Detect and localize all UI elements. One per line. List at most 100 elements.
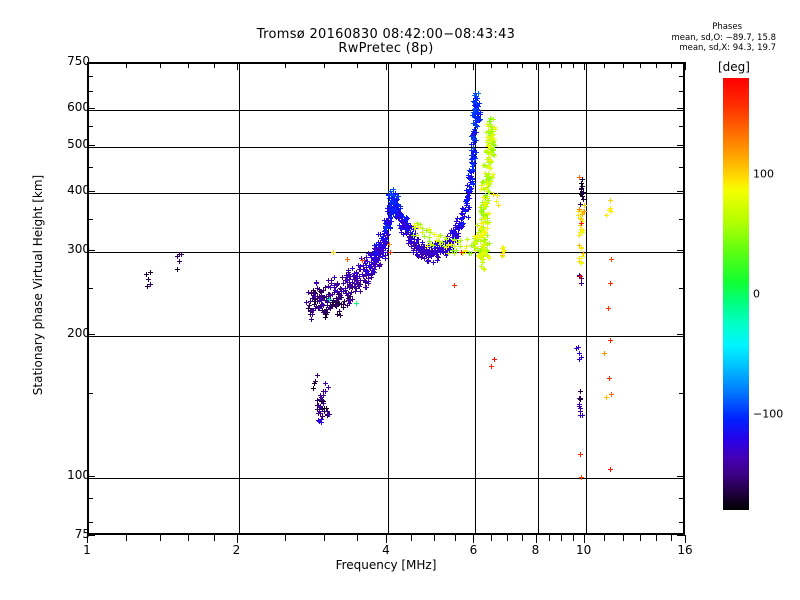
data-point [490,127,496,133]
data-point [331,289,337,295]
data-point [576,395,582,401]
data-point [481,239,487,245]
data-point [454,239,460,245]
data-point [458,217,464,223]
data-point [577,223,583,229]
data-point [314,407,320,413]
data-point [482,199,488,205]
data-point [371,258,376,264]
data-point [319,298,325,304]
data-point [389,207,395,213]
data-point [368,265,374,271]
data-point [317,294,323,300]
y-axis-minor-tick [87,287,93,289]
data-point [478,187,484,193]
data-point [377,244,383,250]
data-point [334,312,340,318]
data-point [448,239,454,245]
data-point [391,206,397,212]
data-point [389,204,395,210]
data-point [482,210,488,216]
data-point [404,230,410,236]
data-point [577,401,583,407]
data-point [376,258,382,264]
data-point [486,123,492,129]
gridline-horizontal [89,147,683,149]
data-point [576,206,582,212]
data-point [482,204,488,210]
x-axis-minor-tick [671,535,673,541]
data-point [323,380,329,386]
x-axis-minor-tick-top [411,62,413,68]
data-point [426,258,432,264]
data-point [347,297,353,303]
data-point [347,271,353,277]
data-point [331,275,337,281]
data-point [356,273,362,279]
data-point [322,294,328,300]
data-point [347,296,353,302]
data-point [325,284,331,290]
data-point [373,261,379,267]
data-point [316,404,322,410]
data-point [392,196,398,202]
colorbar-gradient [723,78,749,510]
data-point [323,315,329,321]
data-point [437,233,443,239]
data-point [436,239,442,245]
data-point [487,166,493,172]
data-point [406,226,412,232]
data-point [391,201,397,207]
data-point [327,305,333,311]
data-point [347,294,353,300]
data-point [324,411,330,417]
data-point [489,137,495,143]
data-point [481,245,487,251]
data-point [340,280,346,286]
data-point [395,201,401,207]
data-point [314,403,320,409]
data-point [327,302,333,308]
data-point [319,294,325,300]
data-point [315,402,321,408]
data-point [364,265,370,271]
data-point [439,246,445,252]
data-point [310,307,316,313]
data-point [493,199,499,204]
y-axis-tick [87,191,95,193]
data-point [320,405,326,411]
y-axis-tick-right [677,333,685,335]
data-point [484,163,490,169]
data-point [464,193,470,199]
data-point [446,242,452,248]
chart-title: Tromsø 20160830 08:42:00−08:43:43 [256,27,516,42]
data-point [351,276,357,282]
x-axis-tick [685,535,686,543]
data-point [485,172,491,178]
data-point [392,198,398,204]
data-point [480,210,486,215]
data-point [373,245,379,251]
data-point [444,234,450,240]
data-point [327,305,333,311]
data-point [313,298,319,304]
data-point [488,141,494,147]
data-point [463,209,469,215]
gridline-vertical [475,64,477,533]
data-point [458,244,464,250]
data-point [405,230,411,236]
data-point [490,129,496,135]
data-point [335,280,341,286]
y-axis-tick-label: 400 [67,183,90,198]
data-point [371,245,377,251]
data-point [311,380,317,386]
data-point [347,284,353,290]
data-point [415,253,421,259]
data-point [427,229,433,235]
data-point [481,228,487,234]
data-point [463,200,469,206]
data-point [443,241,449,247]
data-point [311,292,317,298]
data-point [481,266,487,272]
